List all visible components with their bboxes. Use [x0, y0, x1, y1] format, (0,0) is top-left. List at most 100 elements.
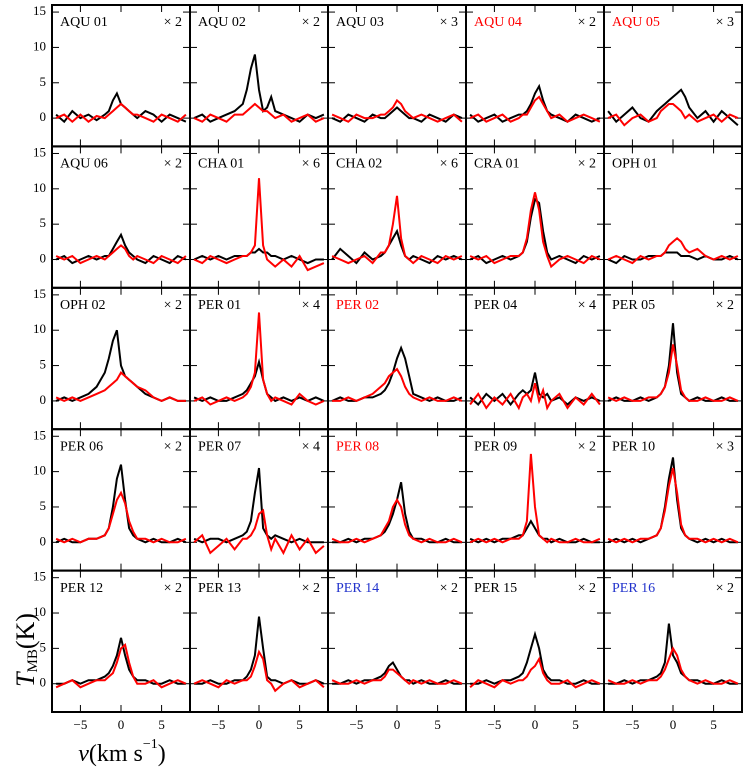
spectrum-line [193, 467, 324, 544]
scale-factor: × 2 [716, 298, 734, 313]
y-tick-label: 15 [33, 144, 46, 159]
x-tick-label: 0 [256, 717, 263, 732]
panel-title: AQU 06 [60, 157, 108, 172]
y-tick-label: 10 [33, 180, 46, 195]
spectrum-line [332, 481, 462, 544]
spectrum-line [469, 519, 600, 544]
spectrum-line [55, 329, 186, 402]
spectrum-line [55, 490, 187, 544]
y-tick-label: 5 [40, 498, 47, 513]
scale-factor: × 2 [578, 581, 596, 596]
spectrum-line [193, 54, 325, 123]
panel-title: PER 06 [60, 439, 103, 454]
spectrum-line [193, 178, 325, 272]
panel-title: PER 13 [198, 581, 241, 596]
panel-title: AQU 05 [612, 15, 660, 30]
spectrum-line [332, 660, 462, 685]
scale-factor: × 2 [578, 15, 596, 30]
y-label-unit: (K) [11, 613, 40, 649]
y-tick-label: 10 [33, 463, 46, 478]
spectrum-line [331, 497, 463, 544]
x-axis-label: v(km s−1) [78, 737, 166, 766]
y-tick-label: 5 [40, 639, 47, 654]
spectrum-line [193, 358, 325, 403]
panel-title: OPH 02 [60, 298, 106, 313]
y-tick-label: 10 [33, 321, 46, 336]
x-tick-label: 5 [710, 717, 717, 732]
panel-title: PER 01 [198, 298, 241, 313]
spectrum-line [607, 323, 738, 403]
x-label-symbol: v [78, 741, 89, 767]
spectrum-line [55, 371, 186, 402]
spectrum-line [607, 103, 739, 127]
scale-factor: × 2 [440, 581, 458, 596]
scale-factor: × 2 [578, 439, 596, 454]
panel-title: OPH 01 [612, 157, 658, 172]
y-tick-label: 15 [33, 286, 46, 301]
y-tick-label: 15 [33, 569, 46, 584]
spectrum-line [331, 668, 463, 686]
x-label-close: ) [158, 741, 166, 767]
spectrum-line [331, 98, 463, 123]
scale-factor: × 2 [302, 15, 320, 30]
panel-title: PER 05 [612, 298, 655, 313]
spectrum-line [193, 102, 325, 123]
x-label-exponent: −1 [143, 737, 158, 752]
x-tick-label: −5 [349, 717, 363, 732]
scale-factor: × 2 [164, 581, 182, 596]
panel-frame [603, 569, 743, 713]
x-label-unit: (km s [89, 741, 143, 767]
scale-factor: × 2 [716, 581, 734, 596]
panel-title: PER 09 [474, 439, 517, 454]
spectrum-line [193, 312, 325, 406]
spectrum-line [469, 656, 601, 689]
panel-title: AQU 03 [336, 15, 384, 30]
scale-factor: × 2 [164, 439, 182, 454]
x-tick-label: −5 [73, 717, 87, 732]
y-tick-label: 10 [33, 38, 46, 53]
spectrum-line [607, 646, 739, 685]
spectrum-line [56, 637, 186, 685]
panel-title: PER 04 [474, 298, 517, 313]
x-tick-label: −5 [487, 717, 501, 732]
spectrum-line [331, 228, 463, 265]
spectrum-line [608, 623, 738, 685]
panel-title: CHA 02 [336, 157, 382, 172]
y-tick-label: 5 [40, 357, 47, 372]
spectrum-line [469, 453, 601, 544]
scale-factor: × 6 [440, 157, 458, 172]
x-tick-label: 5 [572, 717, 579, 732]
x-tick-label: −5 [625, 717, 639, 732]
y-tick-label: 0 [40, 392, 47, 407]
scale-factor: × 6 [302, 157, 320, 172]
y-label-subscript: MB [25, 649, 41, 672]
spectrum-line [469, 197, 601, 265]
y-tick-label: 5 [40, 74, 47, 89]
scale-factor: × 4 [302, 439, 320, 454]
panel-title: PER 07 [198, 439, 241, 454]
y-tick-label: 5 [40, 215, 47, 230]
spectrum-line [607, 88, 739, 126]
panel-title: AQU 01 [60, 15, 108, 30]
x-tick-label: 0 [532, 717, 539, 732]
panel-title: CHA 01 [198, 157, 244, 172]
y-tick-label: 10 [33, 604, 46, 619]
scale-factor: × 3 [716, 439, 734, 454]
x-tick-label: 0 [394, 717, 401, 732]
spectrum-line [331, 195, 463, 265]
spectrum-line [331, 106, 463, 123]
scale-factor: × 4 [302, 298, 320, 313]
panel-title: AQU 04 [474, 15, 522, 30]
x-tick-label: 5 [434, 717, 441, 732]
scale-factor: × 2 [578, 157, 596, 172]
scale-factor: × 2 [302, 581, 320, 596]
y-tick-label: 0 [40, 251, 47, 266]
panel-title: PER 10 [612, 439, 655, 454]
x-tick-label: −5 [211, 717, 225, 732]
x-tick-label: 0 [670, 717, 677, 732]
spectrum-line [469, 192, 601, 269]
spectrum-line [55, 102, 187, 124]
y-tick-label: 15 [33, 3, 46, 18]
panel-title: AQU 02 [198, 15, 246, 30]
